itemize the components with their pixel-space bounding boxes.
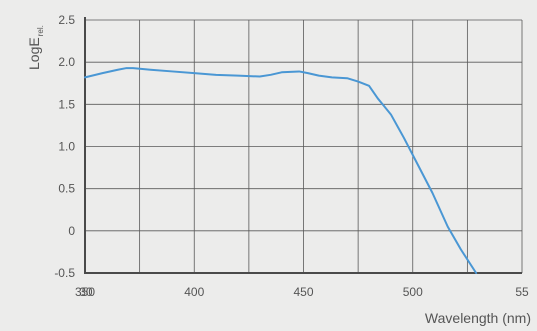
y-tick-label: 2.5	[58, 13, 75, 27]
grid	[84, 17, 523, 274]
x-tick-label: 500	[403, 285, 423, 299]
x-axis-title: Wavelength (nm)	[425, 310, 531, 326]
x-tick-label: 450	[293, 285, 313, 299]
y-axis-title-main: LogE	[26, 37, 42, 70]
x-tick-label-overlap: 30	[79, 285, 93, 299]
y-tick-label: 0.5	[58, 182, 75, 196]
x-tick-label: 55	[515, 285, 529, 299]
y-tick-label: 0	[68, 224, 75, 238]
series-layer	[84, 67, 478, 274]
tick-labels: -0.5 0 0.5 1.0 1.5 2.0 2.5 350 400 450 500 55 30	[54, 13, 529, 299]
series-line	[84, 67, 478, 274]
y-tick-label: -0.5	[54, 266, 75, 280]
y-tick-label: 1.5	[58, 97, 75, 111]
x-tick-label: 400	[184, 285, 204, 299]
y-axis-title: LogErel.	[26, 25, 45, 70]
y-axis-title-subscript: rel.	[36, 25, 45, 36]
y-tick-label: 1.0	[58, 140, 75, 154]
y-tick-label: 2.0	[58, 55, 75, 69]
x-tick-label: 350	[75, 285, 95, 299]
